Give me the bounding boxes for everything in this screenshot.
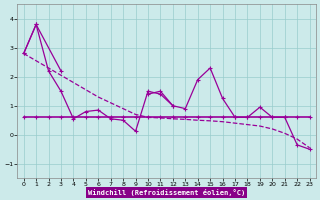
X-axis label: Windchill (Refroidissement éolien,°C): Windchill (Refroidissement éolien,°C) bbox=[88, 189, 245, 196]
